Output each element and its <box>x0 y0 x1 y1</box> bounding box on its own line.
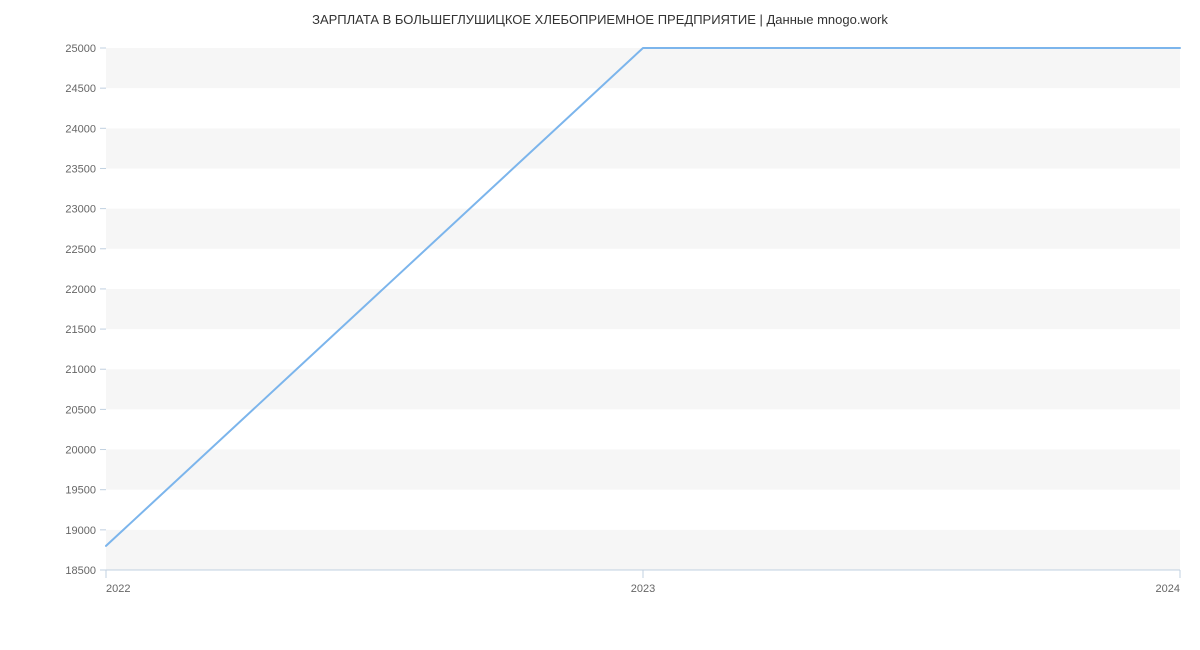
y-tick-label: 24000 <box>65 123 96 135</box>
y-tick-label: 18500 <box>65 565 96 577</box>
x-tick-label: 2022 <box>106 583 130 595</box>
y-tick-label: 20000 <box>65 445 96 457</box>
y-tick-label: 25000 <box>65 43 96 55</box>
x-tick-label: 2023 <box>631 583 655 595</box>
chart-plot: 18500 19000 19500 20000 20500 21000 21500 22000… <box>0 0 1200 650</box>
salary-line-chart: ЗАРПЛАТА В БОЛЬШЕГЛУШИЦКОЕ ХЛЕБОПРИЕМНОЕ… <box>0 0 1200 650</box>
y-tick-label: 22500 <box>65 244 96 256</box>
y-tick-label: 24500 <box>65 83 96 95</box>
y-tick-label: 19000 <box>65 525 96 537</box>
y-tick-label: 22000 <box>65 284 96 296</box>
y-tick-label: 20500 <box>65 404 96 416</box>
chart-title: ЗАРПЛАТА В БОЛЬШЕГЛУШИЦКОЕ ХЛЕБОПРИЕМНОЕ… <box>0 12 1200 27</box>
y-tick-label: 19500 <box>65 485 96 497</box>
x-tick-label: 2024 <box>1156 583 1180 595</box>
y-tick-label: 23000 <box>65 204 96 216</box>
y-tick-label: 21500 <box>65 324 96 336</box>
y-tick-label: 23500 <box>65 163 96 175</box>
y-tick-label: 21000 <box>65 364 96 376</box>
